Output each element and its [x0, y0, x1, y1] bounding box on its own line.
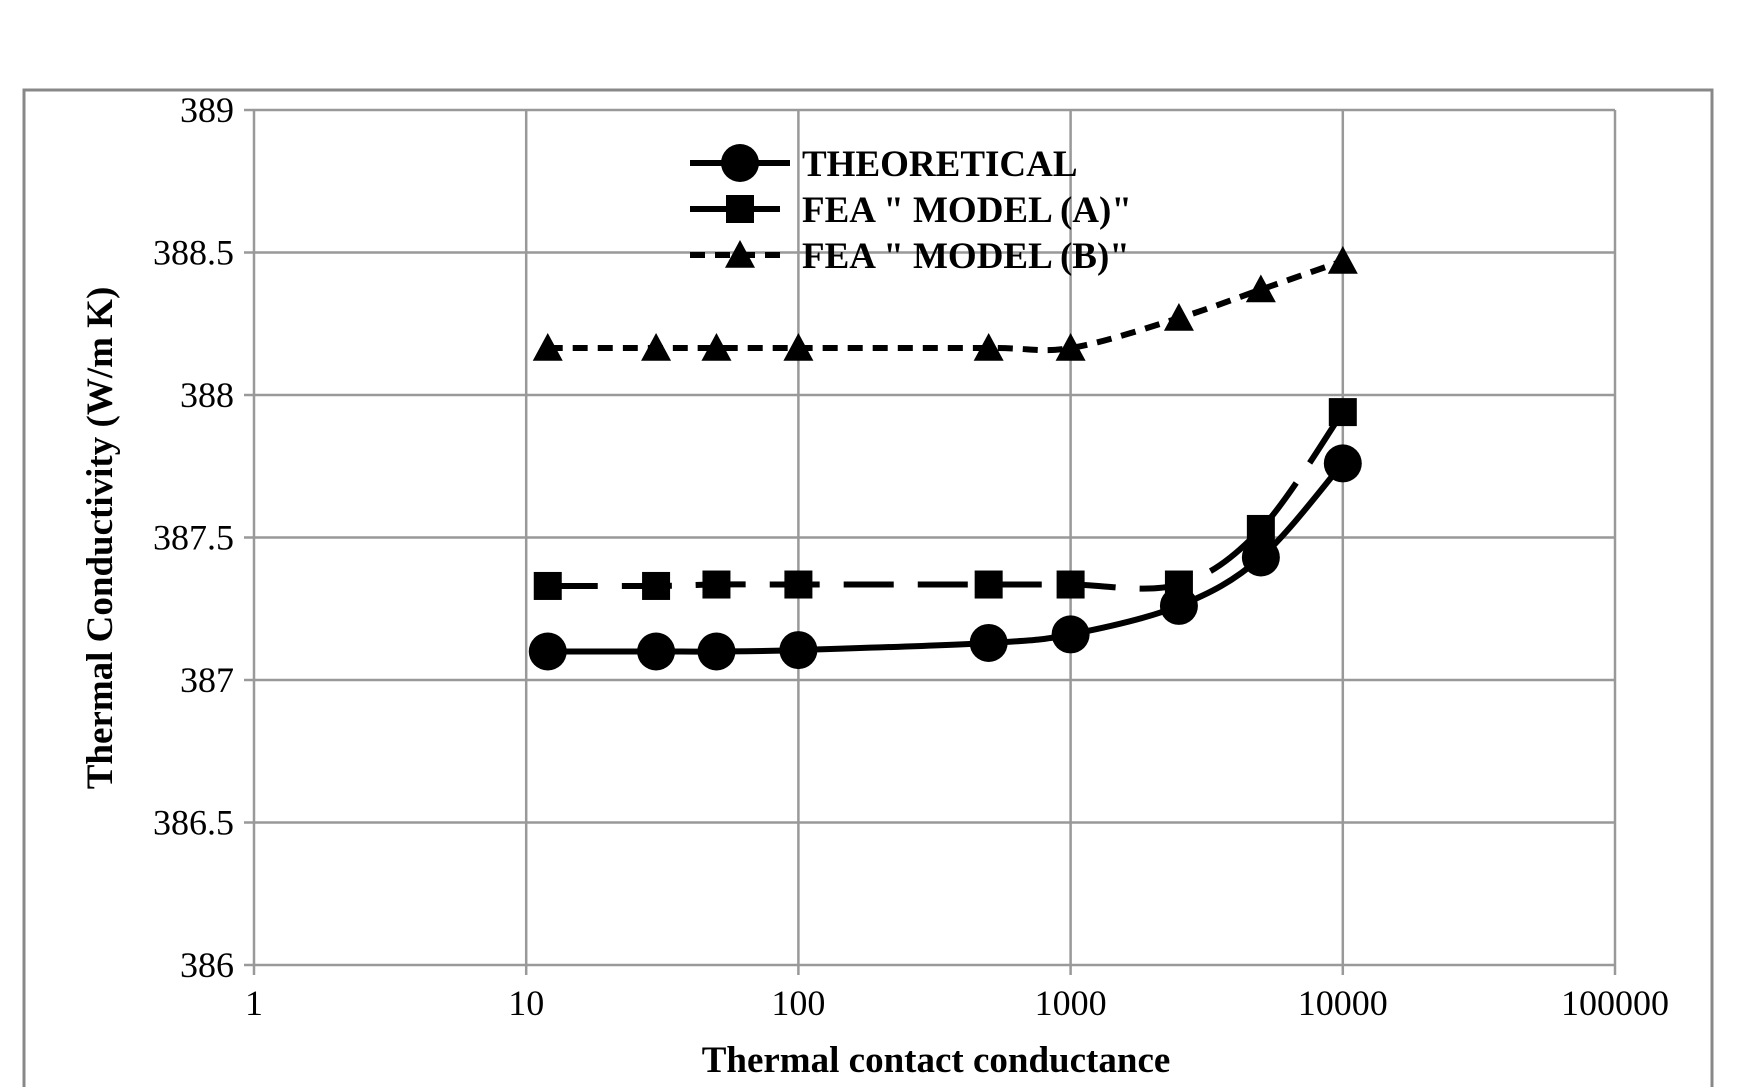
legend: THEORETICAL FEA " MODEL (A)" FEA " MODEL (…: [690, 144, 1132, 277]
series-line: [547, 410, 1346, 592]
y-tick-label: 387: [180, 660, 234, 700]
series-line: [547, 258, 1344, 354]
tick-labels: 386 386.5 387 387.5 388 388.5 389 1 10 100 1000 100…: [153, 90, 1669, 1023]
data-point-square: [1056, 570, 1085, 599]
data-point-square: [974, 570, 1003, 599]
y-tick-label: 386.5: [153, 803, 234, 843]
data-point-triangle: [1245, 274, 1276, 303]
data-point-circle: [637, 632, 676, 671]
data-point-circle: [528, 632, 567, 671]
data-point-triangle: [701, 332, 732, 361]
legend-label: FEA " MODEL (B)": [802, 236, 1130, 277]
data-point-triangle: [532, 332, 563, 361]
series-group: [528, 246, 1362, 671]
x-tick-label: 100000: [1561, 983, 1669, 1023]
x-tick-label: 1: [245, 983, 263, 1023]
data-point-circle: [779, 631, 818, 670]
y-tick-label: 388: [180, 375, 234, 415]
chart-outer-border: [22, 88, 1714, 1092]
x-tick-label: 1000: [1035, 983, 1107, 1023]
legend-item: FEA " MODEL (B)": [690, 236, 1130, 277]
legend-item: THEORETICAL: [690, 144, 1078, 185]
legend-marker-circle: [721, 144, 759, 182]
x-tick-label: 10: [508, 983, 544, 1023]
data-point-triangle: [973, 332, 1004, 361]
series-3: [532, 246, 1358, 361]
legend-label: FEA " MODEL (A)": [802, 190, 1132, 231]
data-point-square: [702, 570, 731, 599]
data-point-square: [1164, 570, 1193, 599]
data-point-square: [533, 571, 562, 600]
x-tick-label: 10000: [1298, 983, 1388, 1023]
series-2: [533, 398, 1357, 600]
y-tick-label: 389: [180, 90, 234, 130]
legend-item: FEA " MODEL (A)": [690, 190, 1132, 231]
legend-label: THEORETICAL: [802, 144, 1078, 185]
data-point-circle: [1241, 538, 1280, 577]
data-point-square: [1246, 514, 1275, 543]
legend-marker-square: [726, 195, 754, 223]
data-point-triangle: [1163, 303, 1194, 331]
y-tick-label: 388.5: [153, 233, 234, 273]
data-point-square: [642, 571, 671, 600]
y-tick-label: 386: [180, 945, 234, 985]
data-point-circle: [1051, 615, 1090, 654]
data-point-triangle: [641, 332, 672, 361]
legend-marker-triangle: [725, 240, 755, 268]
data-point-triangle: [1055, 332, 1086, 361]
data-point-circle: [1323, 444, 1362, 483]
data-point-square: [784, 570, 813, 599]
x-axis-title: Thermal contact conductance: [702, 1040, 1171, 1081]
y-axis-title: Thermal Conductivity (W/m K): [80, 287, 121, 790]
data-point-circle: [969, 623, 1008, 662]
y-tick-label: 387.5: [153, 518, 234, 558]
data-point-circle: [697, 632, 736, 671]
data-point-square: [1328, 398, 1357, 427]
data-point-triangle: [783, 332, 814, 361]
x-tick-label: 100: [771, 983, 825, 1023]
data-point-triangle: [1327, 246, 1358, 274]
